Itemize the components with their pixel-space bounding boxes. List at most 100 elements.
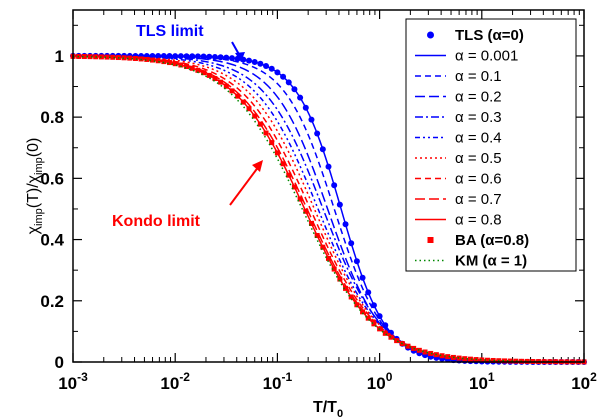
data-point: [320, 244, 326, 250]
data-point: [428, 350, 434, 356]
data-point: [484, 357, 490, 363]
data-point: [274, 150, 280, 156]
data-point: [195, 67, 201, 73]
data-point: [218, 79, 224, 85]
x-axis-label: T/T0: [313, 399, 343, 419]
series-line: [72, 55, 585, 363]
data-point: [513, 358, 519, 364]
data-point: [144, 56, 150, 62]
legend-entry: α = 0.6: [415, 171, 502, 188]
tick-labels: 10-3 10-2 10-1 100 101 102 0 0.2 0.4 0.6 0.8 1: [40, 47, 597, 393]
legend-label: KM (α = 1): [455, 253, 527, 270]
x-tick-label: 10-3: [58, 370, 88, 393]
data-point: [206, 72, 212, 78]
legend-entry: α = 0.8: [415, 212, 502, 229]
data-point: [161, 59, 167, 65]
legend-entry: α = 0.3: [415, 109, 502, 126]
data-point: [354, 302, 360, 308]
data-point: [445, 354, 451, 360]
y-tick-label: 1: [55, 47, 64, 66]
data-point: [394, 338, 400, 344]
legend-label: α = 0.1: [455, 68, 502, 85]
legend-marker: [427, 31, 434, 39]
data-point: [189, 65, 195, 71]
data-point: [456, 355, 462, 361]
legend-entry: α = 0.1: [415, 68, 502, 85]
legend-entry: α = 0.001: [415, 48, 518, 65]
data-point: [104, 54, 110, 60]
data-point: [507, 358, 513, 364]
data-point: [229, 88, 235, 94]
legend-entry: KM (α = 1): [415, 253, 527, 270]
data-point: [343, 285, 349, 291]
x-tick-label: 101: [469, 370, 495, 393]
data-point: [223, 83, 229, 89]
x-tick-label: 10-2: [160, 370, 190, 393]
data-point: [184, 64, 190, 70]
data-point: [291, 184, 297, 190]
data-point: [371, 321, 377, 327]
legend-label: BA (α=0.8): [455, 232, 529, 249]
legend-box: [405, 18, 577, 272]
series-11: [72, 55, 585, 363]
data-point: [462, 356, 468, 362]
annotation-tls-arrow: [231, 41, 245, 62]
legend-label: α = 0.6: [455, 171, 502, 188]
data-point: [479, 357, 485, 363]
data-point: [235, 93, 241, 99]
data-point: [286, 172, 292, 178]
data-point: [110, 54, 116, 60]
data-point: [167, 60, 173, 66]
legend-label: α = 0.001: [455, 48, 518, 65]
legend-label: α = 0.8: [455, 212, 502, 229]
legend-label: α = 0.4: [455, 130, 502, 147]
data-point: [337, 276, 343, 282]
data-point: [280, 161, 286, 167]
data-point: [422, 349, 428, 355]
legend-entry: TLS (α=0): [427, 27, 524, 44]
legend-entry: α = 0.5: [415, 150, 502, 167]
legend-entry: α = 0.7: [415, 191, 502, 208]
y-tick-label: 0.2: [40, 292, 64, 311]
data-point: [87, 54, 93, 60]
data-point: [467, 356, 473, 362]
legend-label: α = 0.7: [455, 191, 502, 208]
data-point: [326, 255, 331, 261]
x-tick-label: 102: [571, 370, 597, 393]
legend-entry: BA (α=0.8): [427, 232, 529, 249]
annotation-kondo-arrow: [229, 160, 263, 206]
data-point: [201, 70, 207, 76]
legend-entry: α = 0.2: [415, 89, 502, 106]
legend: TLS (α=0) α = 0.001 α = 0.1 α = 0.2 α = 0.3 α…: [405, 18, 577, 272]
legend-marker: [427, 237, 434, 243]
data-point: [263, 130, 269, 136]
data-point: [132, 55, 138, 61]
data-point: [257, 121, 263, 127]
data-point: [382, 330, 388, 336]
data-point: [246, 106, 252, 112]
legend-entry: α = 0.4: [415, 130, 502, 147]
data-point: [490, 357, 496, 363]
data-point: [388, 334, 394, 340]
data-point: [303, 208, 309, 214]
legend-label: α = 0.5: [455, 150, 502, 167]
data-point: [405, 343, 411, 349]
y-tick-label: 0.8: [40, 108, 64, 127]
data-point: [439, 353, 445, 359]
data-point: [360, 309, 366, 315]
data-point: [314, 232, 320, 238]
y-tick-label: 0.6: [40, 169, 64, 188]
data-point: [348, 294, 354, 300]
y-axis-label: χimp(T)/χimp(0): [25, 138, 45, 235]
data-point: [212, 76, 218, 82]
data-point: [240, 99, 246, 105]
annotation-kondo-limit: Kondo limit: [112, 213, 201, 230]
data-point: [252, 113, 258, 119]
legend-label: α = 0.2: [455, 89, 502, 106]
data-point: [416, 347, 422, 353]
y-tick-label: 0: [55, 353, 64, 372]
data-point: [155, 58, 161, 64]
data-point: [502, 358, 508, 364]
data-point: [178, 62, 184, 68]
